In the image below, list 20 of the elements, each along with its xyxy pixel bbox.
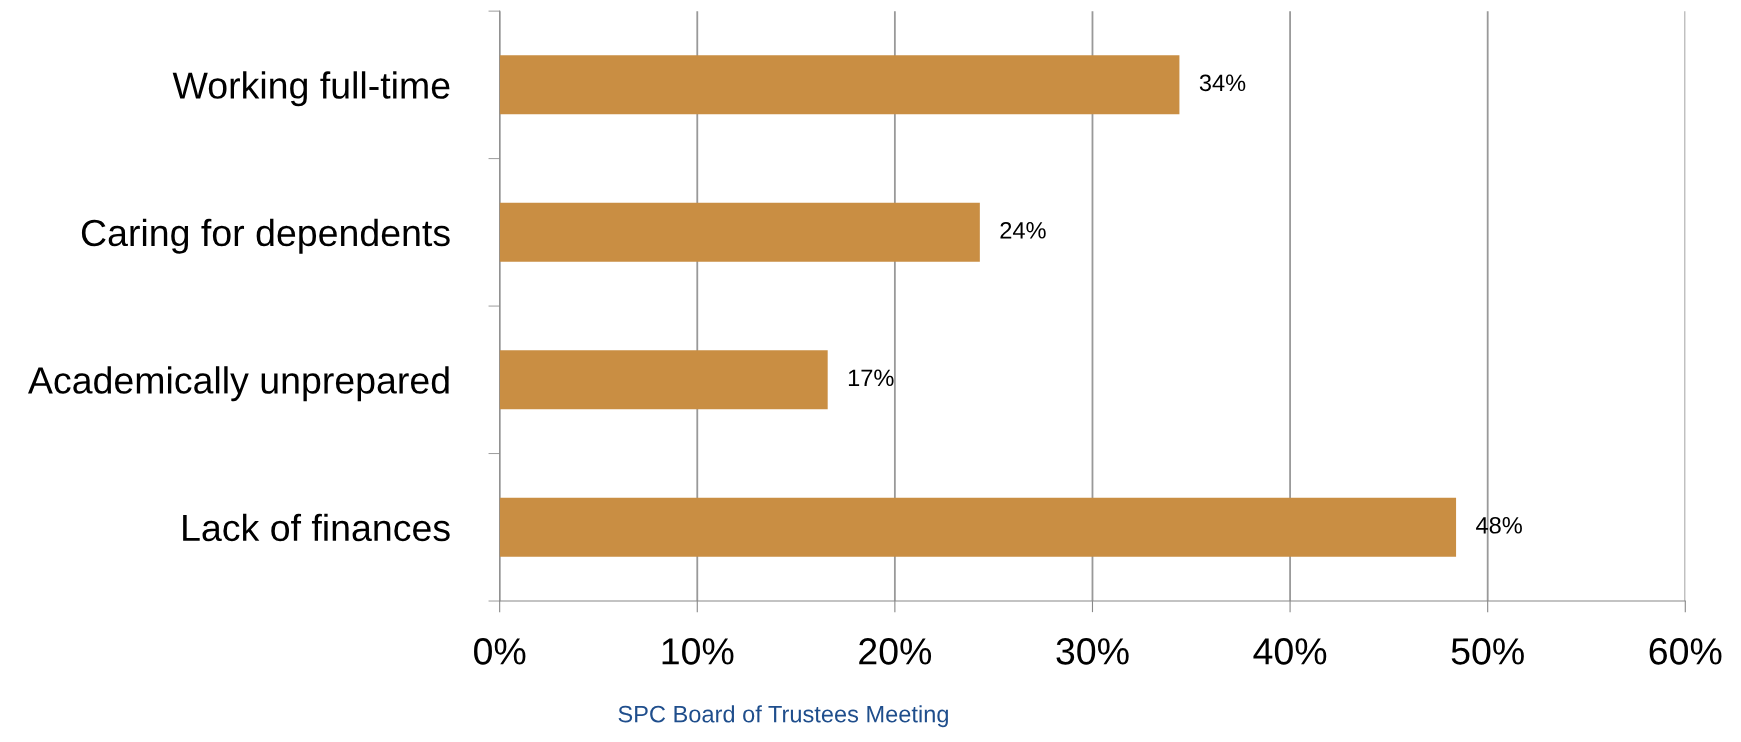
bar <box>499 202 980 262</box>
data-label: 17% <box>848 369 894 387</box>
data-label: 34% <box>1199 74 1246 92</box>
x-tick-label: 30% <box>1056 638 1129 665</box>
data-label: 48% <box>1476 516 1522 534</box>
bar <box>499 497 1457 557</box>
y-tick-label: Academically unprepared <box>28 366 449 402</box>
y-tick-label: Lack of finances <box>183 513 450 542</box>
text: SPC Board of Trustees Meeting <box>618 705 948 728</box>
bar <box>499 350 828 410</box>
x-tick-label: 50% <box>1451 638 1524 665</box>
x-tick-label: 60% <box>1649 638 1722 665</box>
y-tick-label: Caring for dependents <box>81 218 450 254</box>
y-tick-label: Working full-time <box>172 71 450 107</box>
bar <box>499 55 1180 115</box>
x-tick-label: 40% <box>1253 638 1327 665</box>
x-tick-label: 0% <box>474 638 526 665</box>
x-tick-label: 20% <box>859 638 932 665</box>
x-tick-label: 10% <box>662 638 734 665</box>
data-label: 24% <box>1000 221 1046 239</box>
